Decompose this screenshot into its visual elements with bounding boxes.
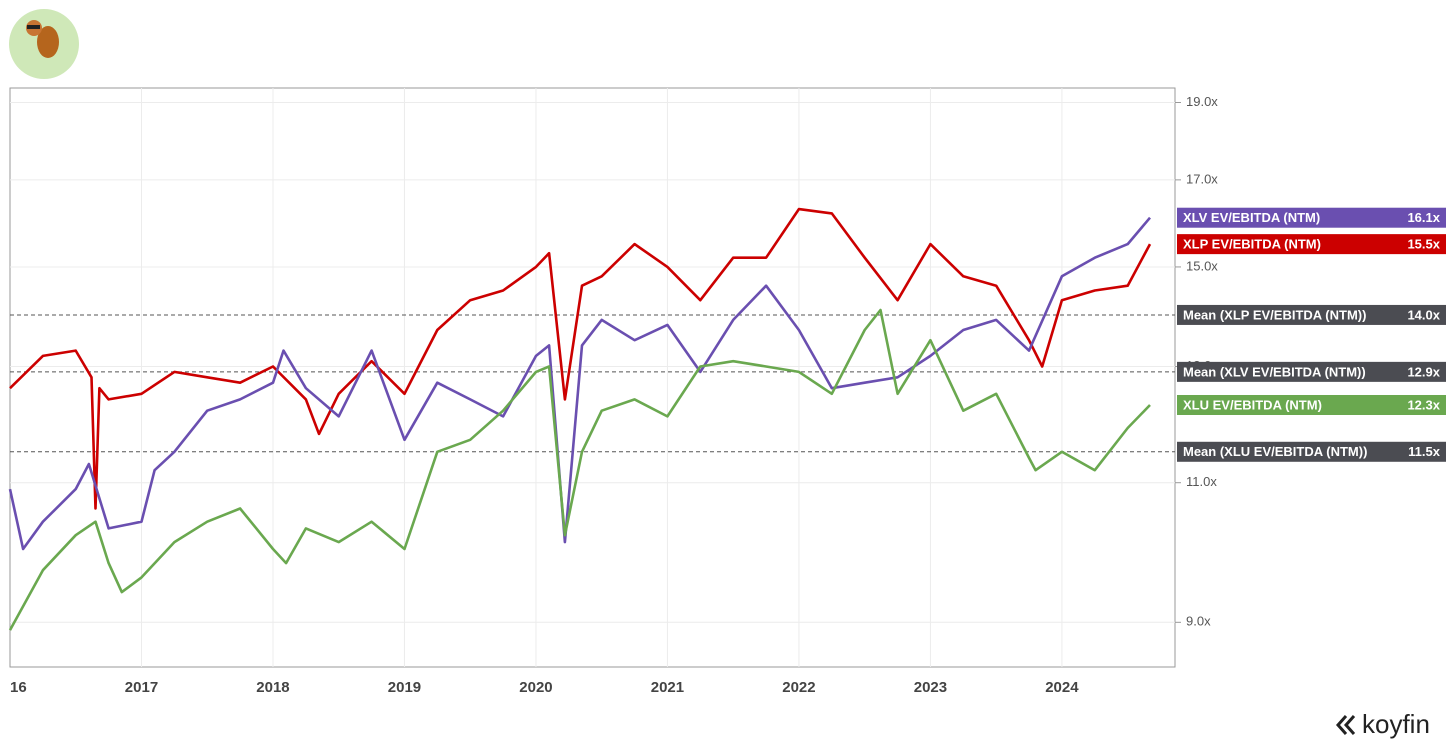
labels: 9.0x11.0x13.0x15.0x17.0x19.0x16201720182… <box>10 94 1446 696</box>
badge <box>1177 441 1446 462</box>
logo-glasses <box>27 25 40 29</box>
x-tick-label: 2019 <box>388 679 421 696</box>
badge-name: Mean (XLU EV/EBITDA (NTM)) <box>1183 444 1367 459</box>
badge <box>1177 361 1446 382</box>
series-line <box>8 308 1151 631</box>
watermark: koyfin <box>1335 709 1430 739</box>
badge <box>1177 304 1446 325</box>
grid <box>10 88 1181 667</box>
x-tick-label: 2021 <box>651 679 684 696</box>
badge <box>1177 394 1446 415</box>
badge-name: Mean (XLP EV/EBITDA (NTM)) <box>1183 307 1366 322</box>
badge-value: 16.1x <box>1407 210 1440 225</box>
badge-value: 15.5x <box>1407 237 1440 252</box>
plot-frame <box>9 87 1176 668</box>
y-tick-label: 19.0x <box>1186 94 1218 109</box>
x-tick-label: 16 <box>10 679 27 696</box>
badge-value: 12.9x <box>1407 364 1440 379</box>
series-line <box>9 207 1152 510</box>
badge-value: 12.3x <box>1407 397 1440 412</box>
x-tick-label: 2024 <box>1045 679 1079 696</box>
logo <box>9 9 79 79</box>
badge <box>1177 207 1446 228</box>
watermark-text: koyfin <box>1362 709 1430 739</box>
badge-name: XLU EV/EBITDA (NTM) <box>1183 397 1322 412</box>
x-tick-label: 2017 <box>125 679 158 696</box>
logo-squirrel <box>37 26 59 58</box>
x-tick-label: 2023 <box>914 679 947 696</box>
watermark-icon <box>1335 715 1356 735</box>
x-tick-label: 2018 <box>256 679 289 696</box>
badge-value: 11.5x <box>1408 444 1441 459</box>
series-lines <box>8 207 1152 631</box>
badge-name: Mean (XLV EV/EBITDA (NTM)) <box>1183 364 1366 379</box>
y-tick-label: 15.0x <box>1186 258 1218 273</box>
x-tick-label: 2022 <box>782 679 815 696</box>
x-tick-label: 2020 <box>519 679 552 696</box>
y-tick-label: 17.0x <box>1186 171 1218 186</box>
y-tick-label: 11.0x <box>1186 474 1217 489</box>
badge-name: XLP EV/EBITDA (NTM) <box>1183 237 1321 252</box>
badge-name: XLV EV/EBITDA (NTM) <box>1183 210 1320 225</box>
y-tick-label: 9.0x <box>1186 614 1211 629</box>
badge-value: 14.0x <box>1407 307 1440 322</box>
badge <box>1177 234 1446 255</box>
